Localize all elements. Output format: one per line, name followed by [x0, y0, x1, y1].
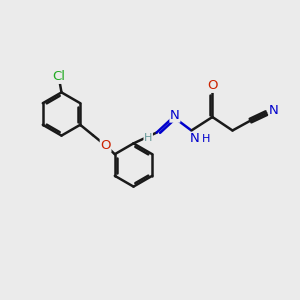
- Text: N: N: [269, 104, 279, 117]
- Text: N: N: [190, 132, 199, 146]
- Text: N: N: [170, 109, 180, 122]
- Text: H: H: [144, 133, 152, 143]
- Text: Cl: Cl: [52, 70, 66, 83]
- Text: O: O: [100, 139, 111, 152]
- Text: H: H: [202, 134, 211, 144]
- Text: O: O: [207, 79, 218, 92]
